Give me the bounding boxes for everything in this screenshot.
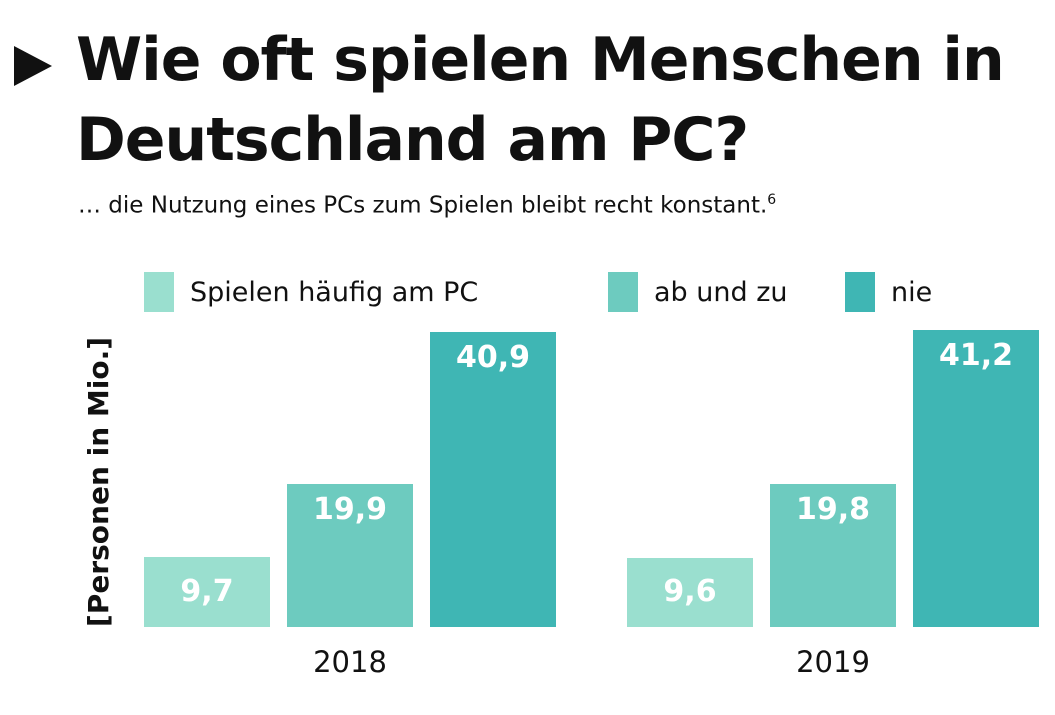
bar [430, 332, 556, 627]
bar [287, 483, 413, 627]
chart-subtitle: … die Nutzung eines PCs zum Spielen blei… [78, 192, 776, 219]
chart-title: Wie oft spielen Menschen in Deutschland … [76, 25, 1005, 175]
y-axis-label: [Personen in Mio.] [82, 336, 115, 627]
legend-item: Spielen häufig am PC [144, 272, 478, 312]
bar [144, 557, 270, 627]
bar [770, 484, 896, 627]
legend-label: nie [891, 276, 933, 308]
footnote-marker: 6 [767, 192, 777, 208]
data-label: 41,2 [938, 337, 1014, 373]
data-label: 19,8 [795, 492, 871, 528]
data-label: 40,9 [455, 340, 531, 376]
data-label: 19,9 [312, 491, 388, 527]
bar [913, 329, 1039, 627]
bar [627, 557, 753, 627]
subtitle-text: … die Nutzung eines PCs zum Spielen blei… [78, 192, 768, 219]
data-label: 9,6 [663, 574, 717, 610]
triangle-bullet-icon [14, 46, 52, 86]
legend-swatch [608, 272, 638, 312]
x-tick-label: 2018 [313, 645, 387, 679]
legend-label: ab und zu [654, 276, 788, 308]
x-tick-label: 2019 [796, 645, 870, 679]
legend-swatch [845, 272, 875, 312]
legend-swatch [144, 272, 174, 312]
legend-label: Spielen häufig am PC [190, 276, 479, 308]
legend-item: ab und zu [608, 272, 788, 312]
legend-item: nie [845, 272, 932, 312]
data-label: 9,7 [180, 574, 234, 610]
